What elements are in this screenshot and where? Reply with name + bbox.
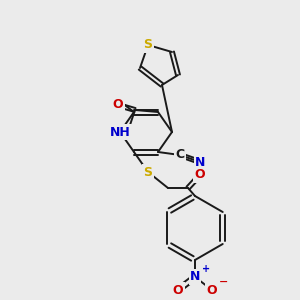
Text: O: O [173,284,183,296]
Text: N: N [195,155,205,169]
Text: NH: NH [110,125,130,139]
Text: C: C [176,148,184,161]
Text: O: O [195,169,205,182]
Text: O: O [113,98,123,112]
Text: −: − [219,277,228,287]
Text: N: N [190,271,200,284]
Text: S: S [143,166,152,178]
Text: S: S [143,38,152,52]
Text: O: O [207,284,217,296]
Text: +: + [202,264,210,274]
